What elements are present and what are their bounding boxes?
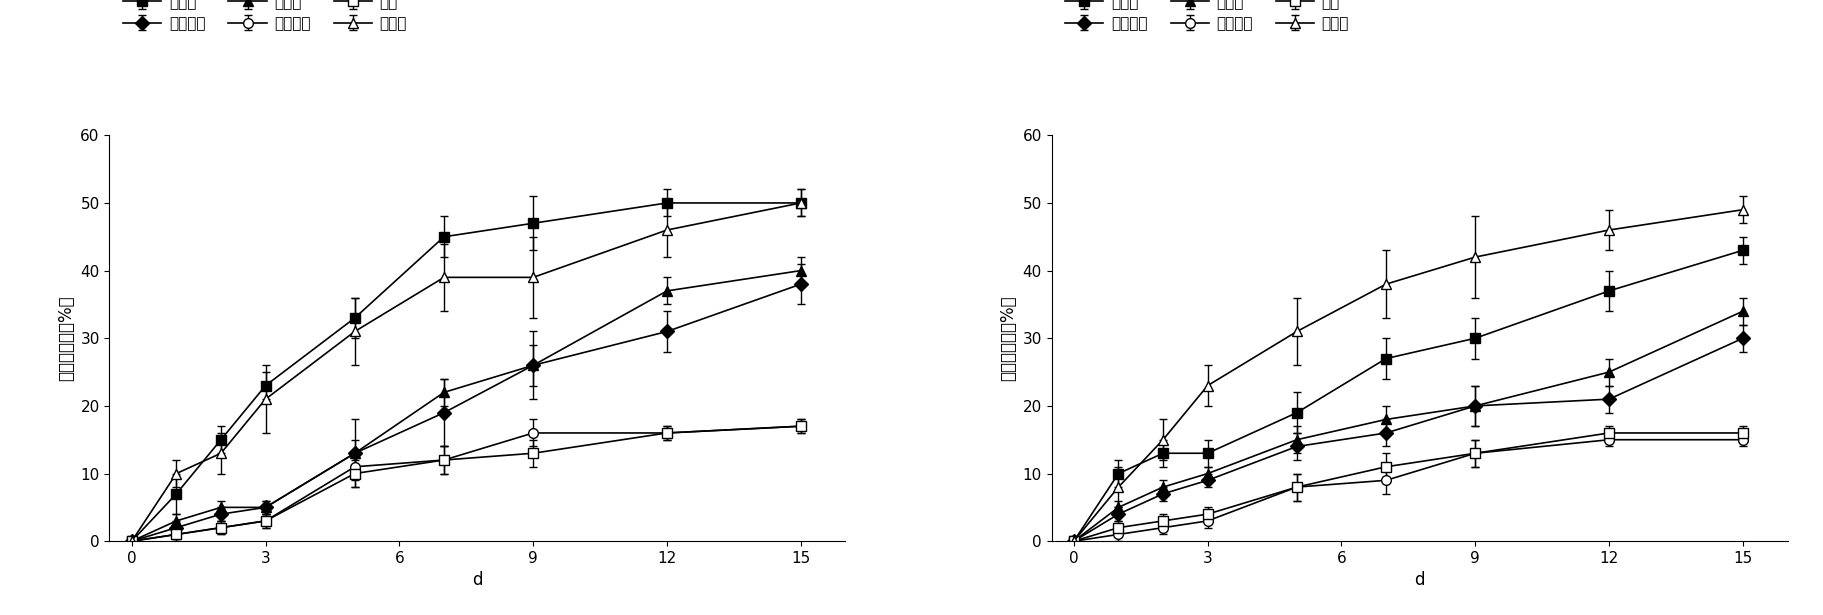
Legend: 再力花, 常绿鸢尾, 美人蕉, 黄花水龙, 聚草, 水浮莲: 再力花, 常绿鸢尾, 美人蕉, 黄花水龙, 聚草, 水浮莲 (1059, 0, 1354, 37)
Legend: 再力花, 常绿鸢尾, 美人蕉, 黄花水龙, 聚草, 水浮莲: 再力花, 常绿鸢尾, 美人蕉, 黄花水龙, 聚草, 水浮莲 (117, 0, 412, 37)
X-axis label: d: d (472, 571, 483, 590)
Y-axis label: 总氮去除率（%）: 总氮去除率（%） (57, 295, 75, 381)
X-axis label: d: d (1413, 571, 1424, 590)
Y-axis label: 总磷去除率（%）: 总磷去除率（%） (999, 295, 1015, 381)
